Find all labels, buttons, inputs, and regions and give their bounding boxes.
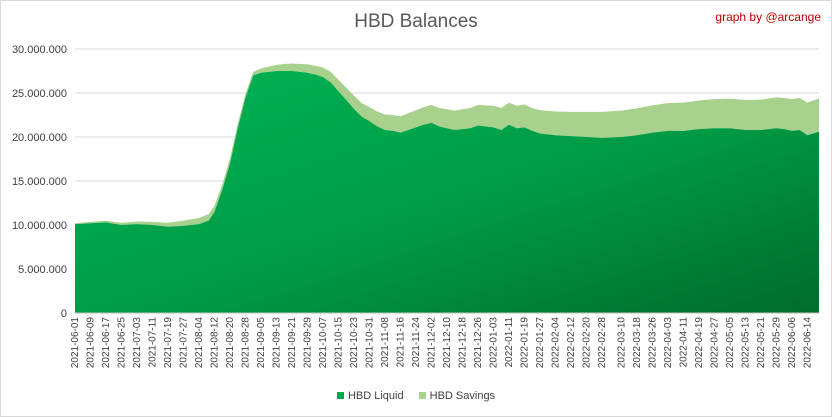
legend-swatch-savings [418, 392, 426, 399]
x-tick-label: 2021-06-01 [70, 317, 81, 369]
legend-label-liquid: HBD Liquid [347, 390, 404, 402]
x-tick-label: 2022-06-06 [787, 317, 798, 369]
x-tick-label: 2021-10-07 [318, 317, 329, 369]
x-tick-label: 2021-12-10 [442, 317, 453, 369]
x-tick-label: 2022-02-28 [597, 317, 608, 369]
legend-swatch-liquid [336, 392, 344, 399]
x-tick-label: 2021-06-17 [101, 317, 112, 369]
x-tick-label: 2021-06-25 [117, 317, 128, 369]
x-tick-label: 2021-09-29 [303, 317, 314, 369]
x-tick-label: 2021-07-19 [163, 317, 174, 369]
x-tick-label: 2021-10-15 [334, 317, 345, 369]
x-tick-label: 2021-07-27 [179, 317, 190, 369]
x-tick-label: 2021-08-04 [194, 317, 205, 369]
x-tick-label: 2022-05-05 [725, 317, 736, 369]
x-tick-label: 2021-12-18 [458, 317, 469, 369]
x-tick-label: 2021-07-11 [148, 317, 159, 368]
x-tick-label: 2022-05-29 [771, 317, 782, 369]
x-tick-label: 2021-12-02 [427, 317, 438, 369]
x-tick-label: 2022-04-27 [709, 317, 720, 369]
x-tick-label: 2021-11-16 [396, 317, 407, 368]
x-tick-label: 2022-01-27 [535, 317, 546, 369]
y-tick-label: 20.000.000 [12, 132, 67, 144]
y-tick-label: 25.000.000 [12, 88, 67, 100]
x-tick-label: 2021-08-28 [241, 317, 252, 369]
chart-legend: HBD Liquid HBD Savings [1, 390, 831, 402]
x-tick-label: 2022-04-11 [678, 317, 689, 368]
y-tick-label: 30.000.000 [12, 44, 67, 56]
x-tick-label: 2022-03-18 [632, 317, 643, 369]
x-tick-label: 2021-11-24 [411, 317, 422, 368]
x-tick-label: 2022-01-03 [489, 317, 500, 369]
x-tick-label: 2021-09-21 [287, 317, 298, 369]
x-tick-label: 2021-09-13 [272, 317, 283, 369]
x-tick-label: 2022-06-14 [802, 317, 813, 369]
x-tick-label: 2021-08-20 [225, 317, 236, 369]
x-tick-label: 2021-09-05 [256, 317, 267, 369]
legend-item-savings: HBD Savings [418, 390, 496, 402]
x-tick-label: 2021-08-12 [210, 317, 221, 369]
x-tick-label: 2022-03-26 [647, 317, 658, 369]
x-tick-label: 2022-04-03 [663, 317, 674, 369]
y-tick-label: 10.000.000 [12, 220, 67, 232]
x-tick-label: 2021-07-03 [132, 317, 143, 369]
x-tick-label: 2022-01-19 [520, 317, 531, 369]
x-tick-label: 2022-02-04 [551, 317, 562, 369]
x-tick-label: 2021-06-09 [86, 317, 97, 369]
x-tick-label: 2022-01-11 [504, 317, 515, 368]
x-tick-label: 2022-02-20 [582, 317, 593, 369]
legend-label-savings: HBD Savings [429, 390, 496, 402]
x-tick-label: 2021-11-08 [380, 317, 391, 368]
x-tick-label: 2022-05-21 [756, 317, 767, 369]
chart-credit: graph by @arcange [715, 10, 821, 24]
x-tick-label: 2022-05-13 [740, 317, 751, 369]
area-hbd-liquid [75, 71, 819, 313]
legend-item-liquid: HBD Liquid [336, 390, 404, 402]
chart-title: HBD Balances [354, 11, 478, 32]
x-tick-label: 2021-10-31 [365, 317, 376, 369]
x-tick-label: 2021-10-23 [349, 317, 360, 369]
x-tick-label: 2022-04-19 [694, 317, 705, 369]
x-tick-label: 2021-12-26 [473, 317, 484, 369]
y-tick-label: 15.000.000 [12, 176, 67, 188]
y-tick-label: 0 [61, 308, 67, 320]
x-tick-label: 2022-02-12 [566, 317, 577, 369]
y-tick-label: 5.000.000 [18, 264, 67, 276]
x-tick-label: 2022-03-10 [616, 317, 627, 369]
